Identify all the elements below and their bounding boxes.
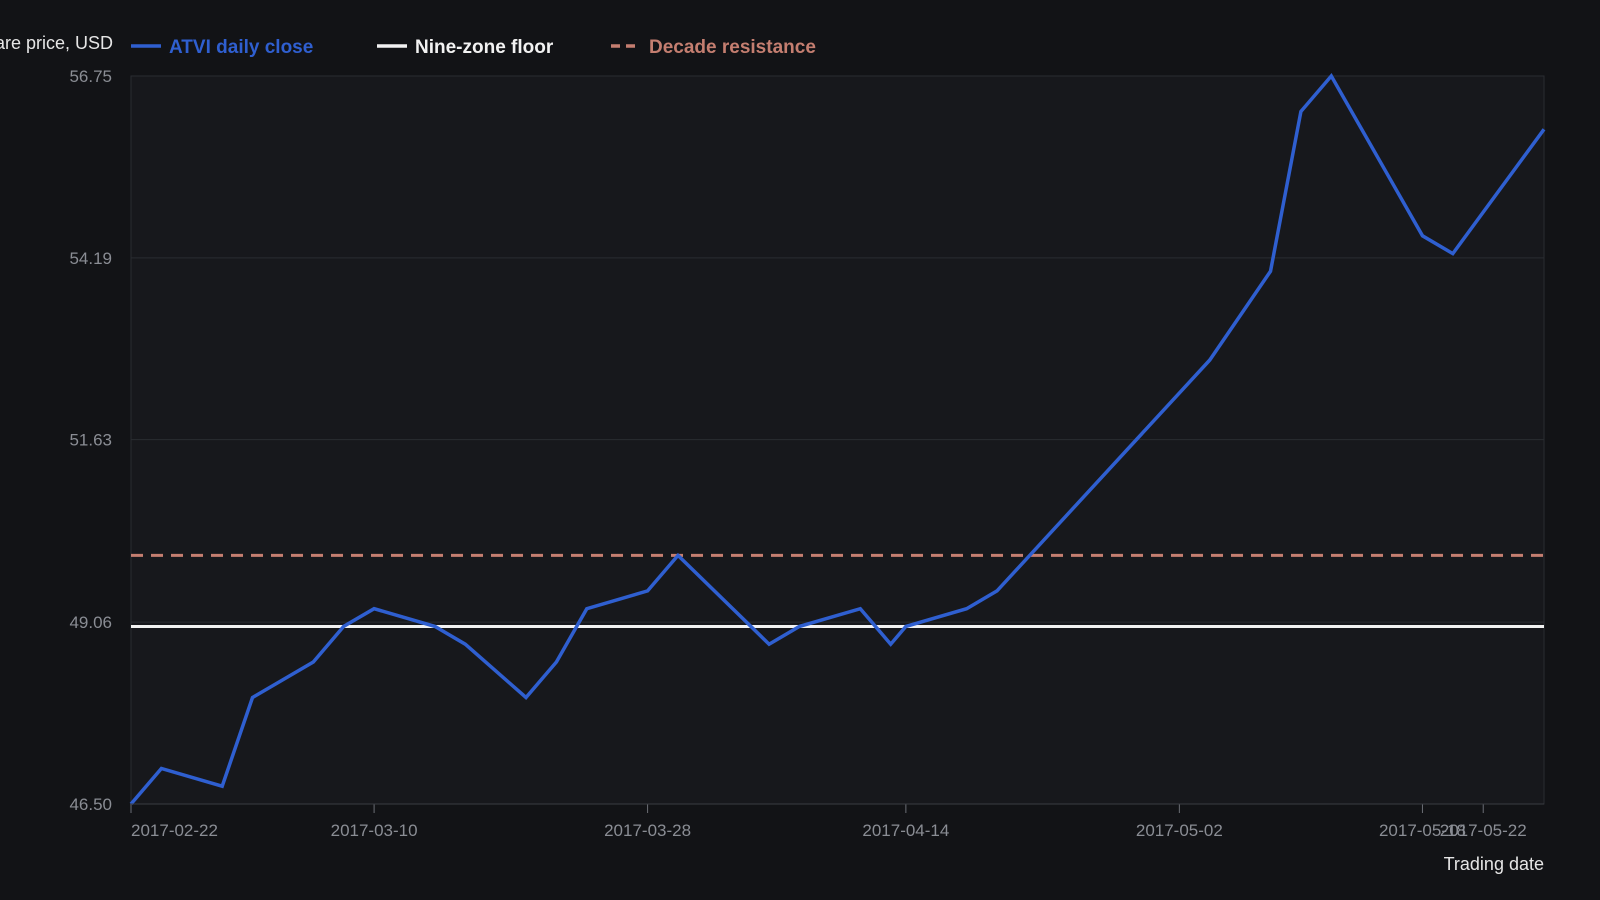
y-axis-title: Share price, USD: [0, 33, 113, 53]
legend-label: Nine-zone floor: [415, 37, 554, 58]
x-tick-label: 2017-03-10: [331, 821, 418, 840]
legend-label: ATVI daily close: [169, 37, 313, 58]
x-tick-label: 2017-04-14: [862, 821, 949, 840]
x-tick-label: 2017-05-22: [1440, 821, 1527, 840]
y-tick-label: 51.63: [69, 431, 112, 450]
y-tick-label: 54.19: [69, 249, 112, 268]
x-axis-title: Trading date: [1444, 854, 1544, 874]
y-tick-label: 46.50: [69, 795, 112, 814]
x-tick-label: 2017-03-28: [604, 821, 691, 840]
x-tick-label: 2017-05-02: [1136, 821, 1223, 840]
legend-label: Decade resistance: [649, 37, 816, 58]
y-tick-label: 56.75: [69, 67, 112, 86]
y-tick-label: 49.06: [69, 613, 112, 632]
x-tick-label: 2017-02-22: [131, 821, 218, 840]
legend: ATVI daily close Nine-zone floor Decade re…: [131, 37, 816, 58]
